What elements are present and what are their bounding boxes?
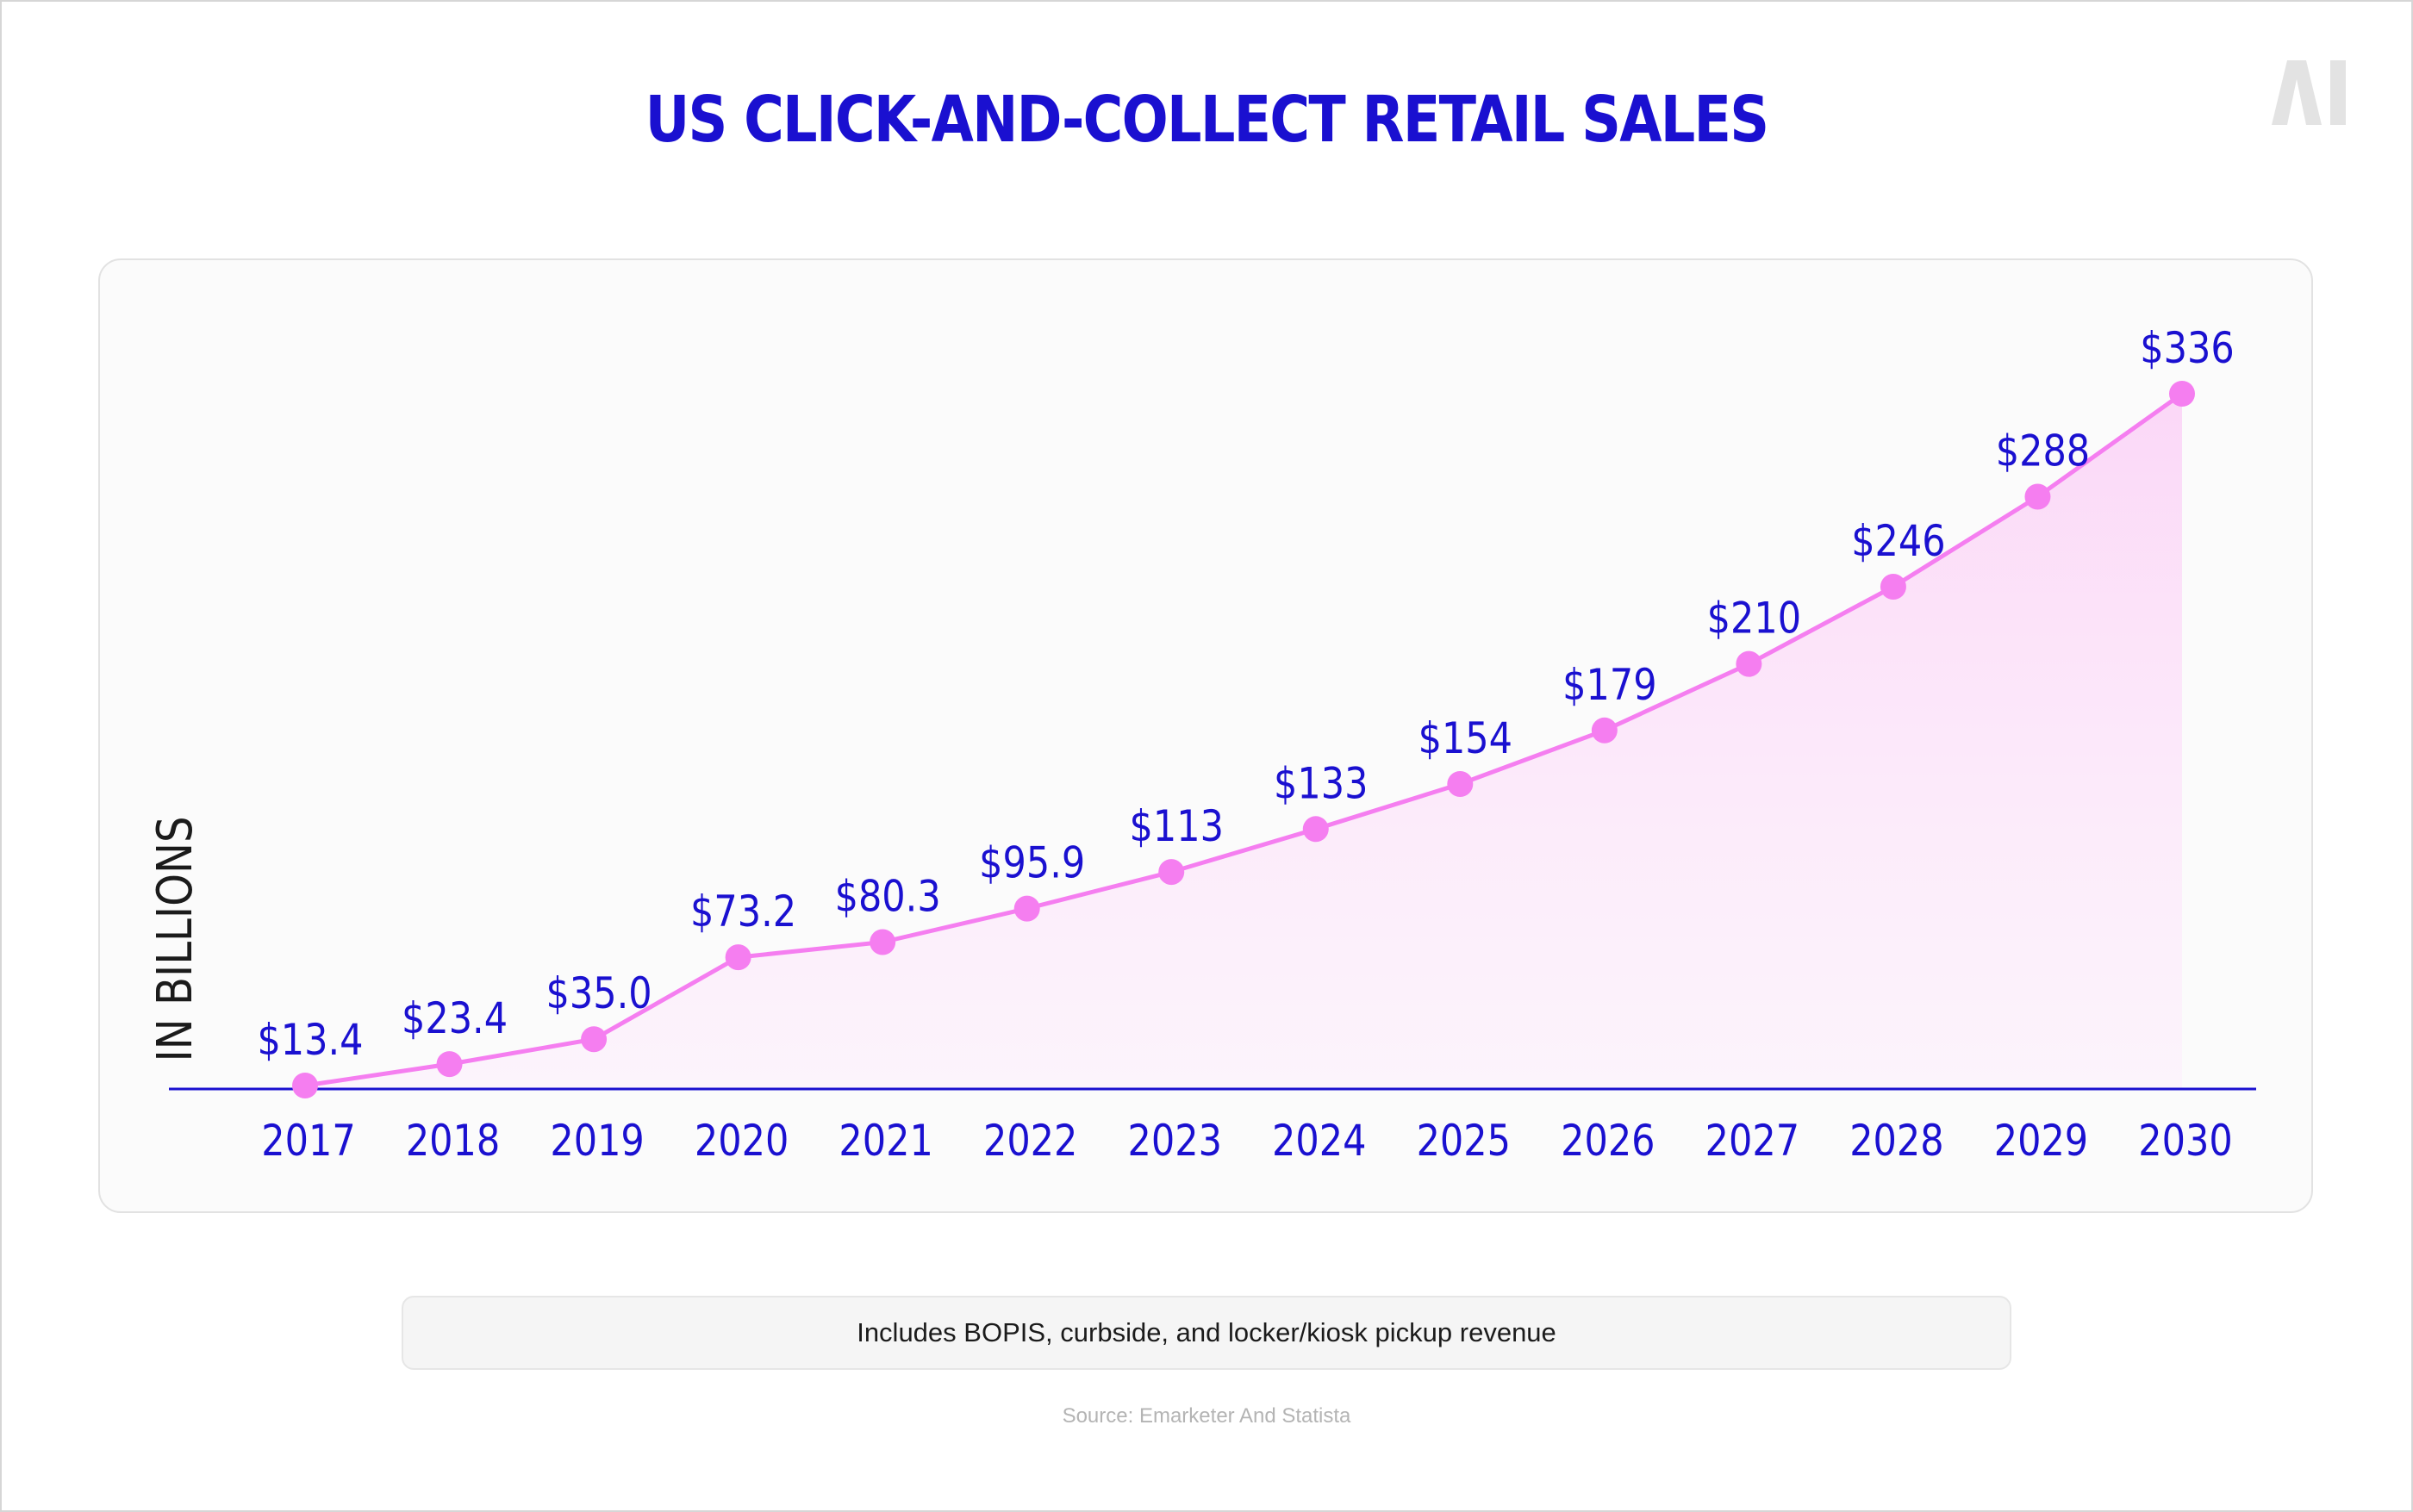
x-tick-labels: 2017 2018 2019 2020 2021 2022 2023 2024 2025 2026… bbox=[261, 1116, 2232, 1166]
value-labels: $13.4 $23.4 $35.0 $73.2 $80.3 $95.9 $113 $133 $1… bbox=[257, 323, 2234, 1065]
x-tick-2027: 2027 bbox=[1705, 1116, 1799, 1166]
x-tick-2021: 2021 bbox=[839, 1116, 932, 1166]
x-tick-2017: 2017 bbox=[261, 1116, 355, 1166]
value-label-2020: $73.2 bbox=[690, 887, 796, 936]
data-point-2022 bbox=[1013, 895, 1040, 922]
data-point-2020 bbox=[725, 944, 751, 971]
x-tick-2023: 2023 bbox=[1128, 1116, 1222, 1166]
data-point-2023 bbox=[1158, 859, 1185, 886]
data-point-2024 bbox=[1302, 816, 1329, 843]
x-tick-2020: 2020 bbox=[695, 1116, 789, 1166]
data-point-2021 bbox=[870, 929, 896, 955]
data-point-2025 bbox=[1447, 771, 1474, 798]
footnote-box: Includes BOPIS, curbside, and locker/kio… bbox=[402, 1296, 2011, 1370]
value-label-2018: $23.4 bbox=[402, 993, 508, 1043]
value-label-2028: $246 bbox=[1851, 516, 1945, 566]
data-point-2029 bbox=[2024, 483, 2051, 510]
data-markers bbox=[292, 381, 2195, 1098]
brand-logo bbox=[2272, 60, 2346, 125]
value-label-2024: $133 bbox=[1274, 758, 1368, 808]
x-tick-2025: 2025 bbox=[1417, 1116, 1511, 1166]
x-tick-2029: 2029 bbox=[1994, 1116, 2088, 1166]
data-point-2027 bbox=[1736, 650, 1762, 677]
data-point-2030 bbox=[2169, 381, 2195, 407]
area-fill bbox=[305, 394, 2182, 1089]
x-tick-2024: 2024 bbox=[1272, 1116, 1366, 1166]
y-axis-label: IN BILLIONS bbox=[148, 816, 203, 1061]
value-label-2022: $95.9 bbox=[979, 838, 1085, 888]
x-tick-2026: 2026 bbox=[1561, 1116, 1655, 1166]
value-label-2029: $288 bbox=[1996, 426, 2090, 476]
value-label-2021: $80.3 bbox=[835, 871, 941, 921]
sales-chart: $13.4 $23.4 $35.0 $73.2 $80.3 $95.9 $113 $133 $1… bbox=[148, 323, 2256, 1166]
footnote-text: Includes BOPIS, curbside, and locker/kio… bbox=[857, 1317, 1556, 1347]
data-point-2026 bbox=[1591, 717, 1618, 744]
value-label-2026: $179 bbox=[1562, 660, 1656, 710]
data-point-2018 bbox=[436, 1051, 463, 1078]
value-label-2019: $35.0 bbox=[546, 968, 652, 1018]
x-tick-2022: 2022 bbox=[983, 1116, 1077, 1166]
x-tick-2028: 2028 bbox=[1849, 1116, 1943, 1166]
data-point-2017 bbox=[292, 1073, 318, 1098]
chart-panel: $13.4 $23.4 $35.0 $73.2 $80.3 $95.9 $113 $133 $1… bbox=[98, 258, 2313, 1213]
data-point-2019 bbox=[581, 1026, 608, 1053]
value-label-2017: $13.4 bbox=[257, 1015, 363, 1065]
value-label-2027: $210 bbox=[1707, 594, 1801, 644]
x-tick-2018: 2018 bbox=[406, 1116, 500, 1166]
series-line bbox=[304, 391, 2184, 1088]
x-tick-2030: 2030 bbox=[2138, 1116, 2232, 1166]
page-title: US CLICK-AND-COLLECT RETAIL SALES bbox=[645, 83, 1770, 157]
value-label-2030: $336 bbox=[2140, 323, 2234, 373]
source-text: Source: Emarketer And Statista bbox=[1062, 1404, 1351, 1428]
data-point-2028 bbox=[1880, 574, 1906, 600]
value-label-2023: $113 bbox=[1130, 801, 1224, 851]
value-label-2025: $154 bbox=[1418, 713, 1512, 763]
x-tick-2019: 2019 bbox=[550, 1116, 644, 1166]
